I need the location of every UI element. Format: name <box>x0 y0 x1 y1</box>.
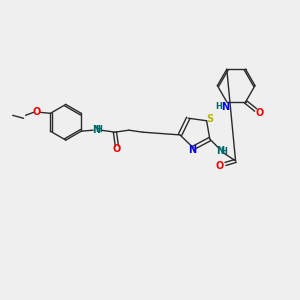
Text: H: H <box>96 125 103 134</box>
Text: O: O <box>216 161 224 171</box>
Text: N: N <box>221 102 229 112</box>
Text: N: N <box>92 125 100 135</box>
Text: S: S <box>206 114 213 124</box>
Text: O: O <box>255 108 264 118</box>
Text: H: H <box>215 102 222 111</box>
Text: N: N <box>188 145 196 155</box>
Text: H: H <box>220 146 227 155</box>
Text: N: N <box>216 146 224 156</box>
Text: O: O <box>113 144 121 154</box>
Text: O: O <box>32 107 40 117</box>
